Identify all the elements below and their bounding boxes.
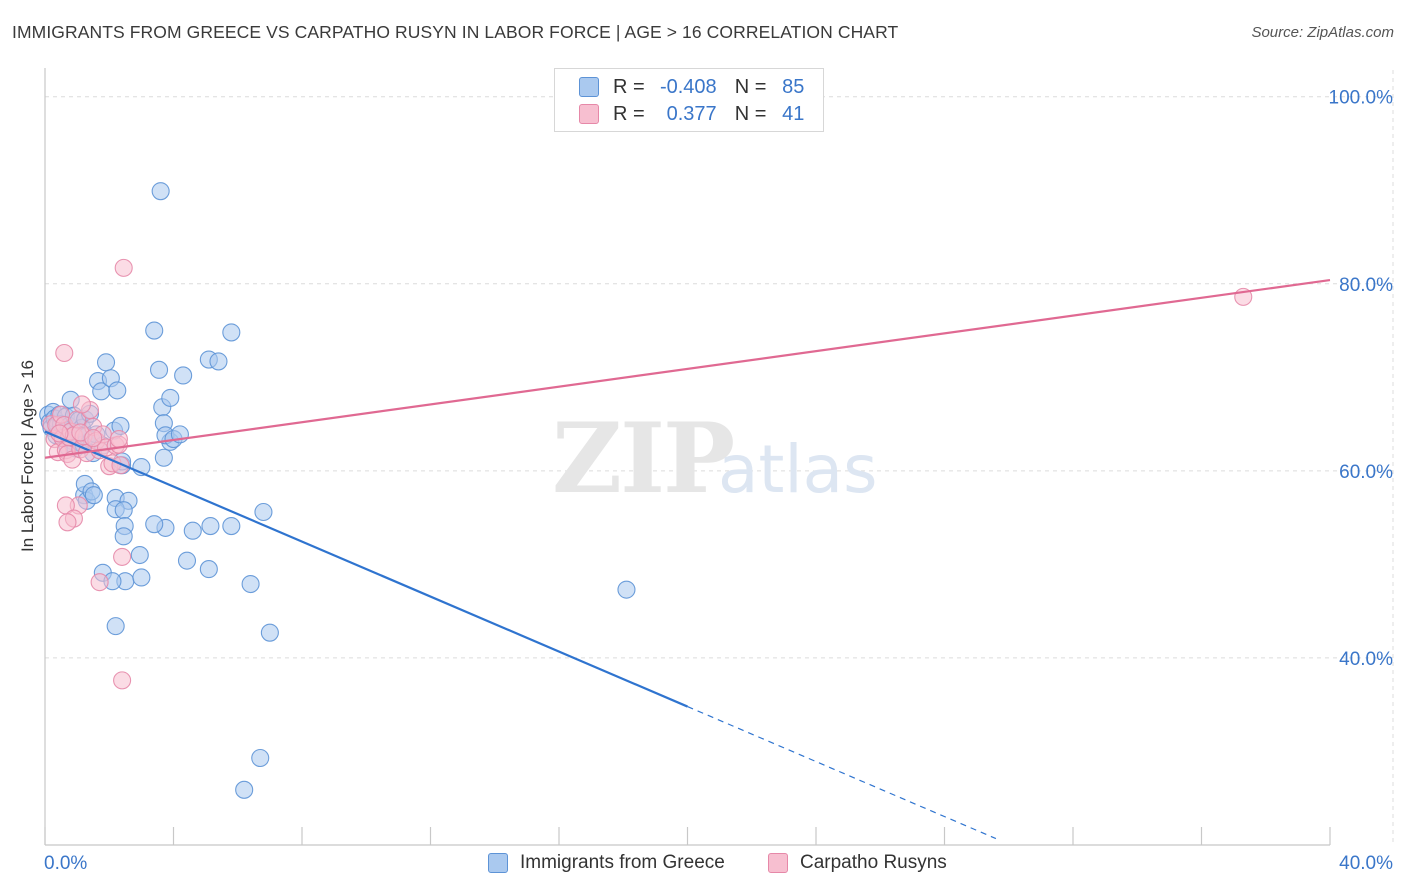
watermark: ZIP atlas [552,402,878,515]
point-greece [183,521,202,540]
point-greece [209,352,228,371]
point-rusyn [113,671,132,690]
point-rusyn [109,430,128,449]
point-greece [106,617,125,636]
legend-row-greece: R = -0.408 N = 85 [579,74,804,100]
trend-layer [44,278,1331,840]
point-greece [96,353,116,372]
y-tick-label: 60.0% [1339,462,1393,483]
source-label: Source: ZipAtlas.com [1251,24,1394,41]
axes-layer [44,68,1331,846]
y-tick-label: 100.0% [1329,88,1394,109]
point-greece [154,448,173,467]
point-greece [132,568,151,587]
bottom-legend-label-greece: Immigrants from Greece [520,852,725,873]
trendline-greece-extension [687,706,997,840]
legend-n-label: N = [734,75,767,98]
point-greece [260,623,279,642]
bottom-legend-label-rusyn: Carpatho Rusyns [800,852,947,873]
point-greece [222,516,241,536]
watermark-atlas: atlas [718,431,878,508]
tick-label-layer: 40.0% 60.0% 80.0% 100.0% 0.0% 40.0% [44,88,1393,874]
trendline-rusyn [44,278,1331,459]
y-tick-label: 80.0% [1339,275,1393,296]
point-greece [177,551,197,570]
bottom-legend-greece: Immigrants from Greece [488,852,725,874]
point-greece [130,545,149,565]
point-greece [222,323,241,342]
legend-r-label: R = [613,102,645,125]
point-greece [254,502,273,522]
grid-layer [45,70,1394,845]
point-greece [114,527,133,546]
chart-title: IMMIGRANTS FROM GREECE VS CARPATHO RUSYN… [12,22,899,42]
bottom-legend-swatch-rusyn [768,853,788,873]
point-greece [201,516,220,536]
legend-n-label: N = [734,102,767,125]
point-greece [617,580,636,599]
point-rusyn [72,395,91,414]
legend-swatch-rusyn [579,104,599,124]
trendline-greece [44,430,688,708]
point-greece [145,321,164,340]
legend-n-value: 41 [782,102,805,125]
point-rusyn [55,343,74,363]
correlation-legend: R = -0.408 N = 85 R = 0.377 N = 41 [554,68,824,132]
point-greece [145,515,164,534]
point-greece [199,560,218,579]
point-greece [251,748,270,768]
point-greece [241,574,260,594]
legend-swatch-greece [579,77,599,97]
point-rusyn [113,547,132,566]
legend-r-value: 0.377 [666,102,717,125]
point-rusyn [114,258,133,277]
point-greece [174,366,193,385]
bottom-legend-swatch-greece [488,853,508,873]
point-greece [235,780,254,799]
point-greece [161,388,180,407]
y-tick-label: 40.0% [1339,649,1393,670]
legend-r-value: -0.408 [659,75,717,98]
bottom-legend-rusyn: Carpatho Rusyns [768,852,947,874]
point-greece [84,486,103,505]
point-rusyn [90,573,109,592]
x-tick-label: 0.0% [44,853,87,874]
point-greece [149,360,169,379]
y-axis-label: In Labor Force | Age > 16 [18,359,37,553]
point-greece [108,381,127,400]
point-greece [114,501,133,520]
point-rusyn [84,429,103,448]
x-tick-label: 40.0% [1339,853,1393,874]
point-rusyn [58,513,77,532]
legend-row-rusyn: R = 0.377 N = 41 [579,101,804,127]
point-greece [151,182,170,201]
watermark-zip: ZIP [552,402,733,515]
legend-n-value: 85 [782,75,805,98]
legend-r-label: R = [613,75,645,98]
